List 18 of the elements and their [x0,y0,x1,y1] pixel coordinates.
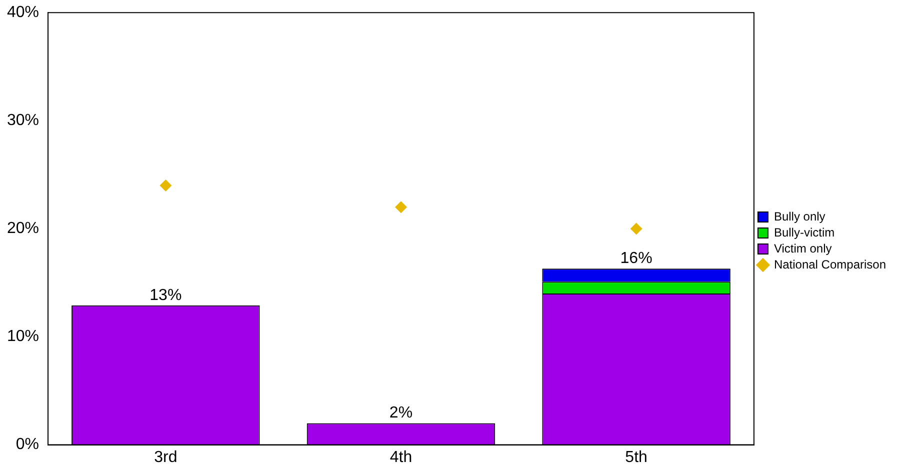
legend-label: National Comparison [774,257,886,272]
total-label: 2% [389,404,413,422]
x-tick-label: 5th [625,448,648,466]
x-tick-label: 3rd [154,448,178,466]
y-tick-label: 20% [6,220,40,238]
point [394,201,407,214]
point [160,179,172,192]
total-label: 13% [150,286,182,304]
total-label: 16% [620,250,652,268]
legend-label: Bully-victim [774,225,835,240]
legend-label: Bully only [774,209,826,224]
y-tick-label: 40% [6,4,40,22]
y-tick-label: 30% [6,112,40,130]
y-tick-label: 10% [6,328,40,346]
legend-label: Victim only [774,241,832,256]
point [630,222,642,235]
y-tick-label: 0% [16,436,40,454]
x-tick-label: 4th [390,448,412,466]
